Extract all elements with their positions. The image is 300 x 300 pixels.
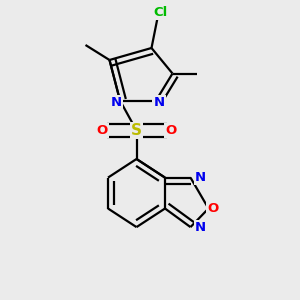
Text: N: N [195,220,206,234]
Text: O: O [165,124,177,137]
Text: O: O [96,124,108,137]
Text: N: N [111,96,122,109]
Text: N: N [195,171,206,184]
Text: O: O [207,202,219,215]
Text: N: N [153,96,165,109]
Text: Cl: Cl [153,5,168,19]
Text: S: S [131,123,142,138]
